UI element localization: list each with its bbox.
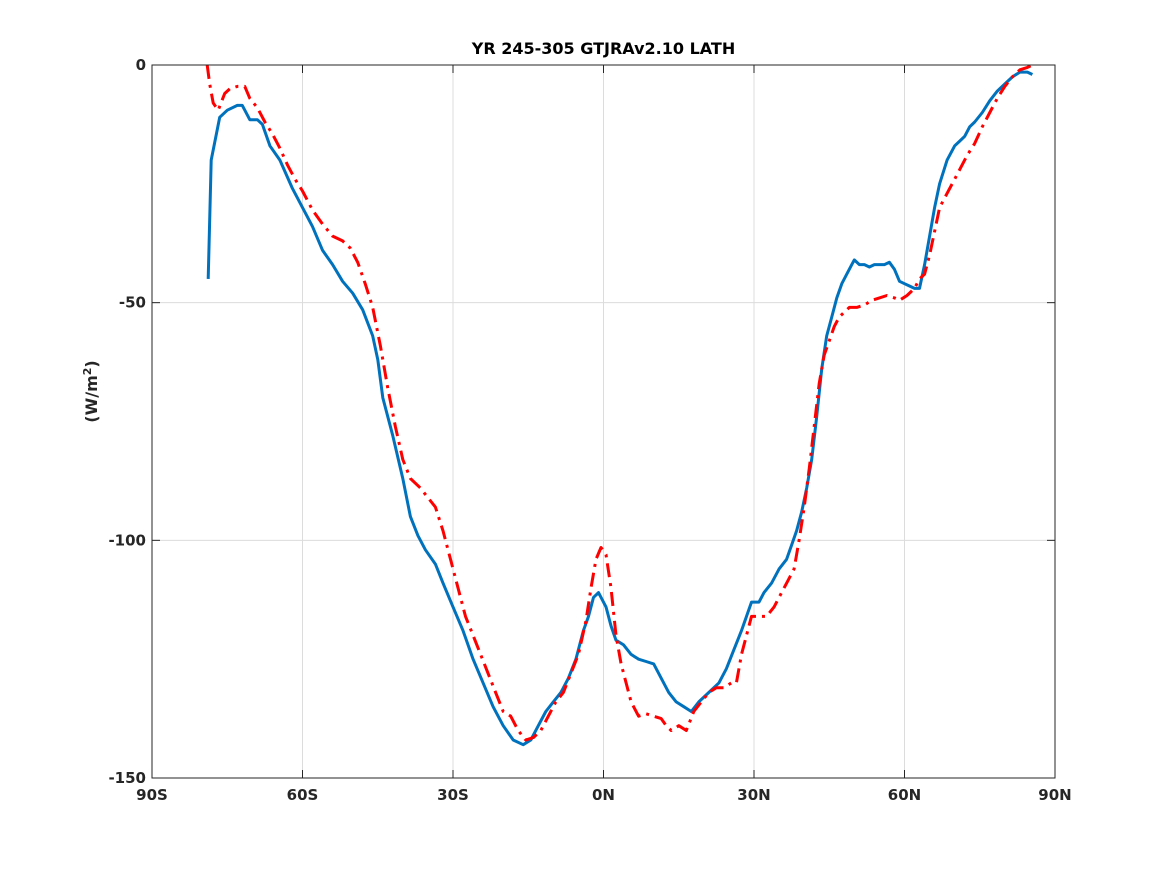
- series-line-2: [205, 63, 1034, 742]
- series-line-1: [206, 70, 1034, 747]
- y-axis-label: (W/m2): [81, 360, 102, 422]
- x-tick-label: 90N: [1038, 786, 1071, 804]
- y-axis-label-superscript: 2: [81, 368, 94, 376]
- x-tick-label: 60S: [287, 786, 319, 804]
- x-tick-label: 90S: [136, 786, 168, 804]
- y-tick-label: 0: [136, 56, 146, 74]
- y-tick-label: -150: [108, 769, 146, 787]
- axis-ticks: 90S 60S 30S 0N 30N 60N 90N 0 -50 -100 -150: [108, 56, 1071, 804]
- x-tick-label: 0N: [592, 786, 615, 804]
- x-tick-label: 30N: [737, 786, 770, 804]
- y-axis-label-main: (W/m: [82, 375, 101, 422]
- x-tick-label: 60N: [888, 786, 921, 804]
- y-axis-label-suffix: ): [82, 360, 101, 367]
- x-tick-label: 30S: [437, 786, 469, 804]
- y-tick-label: -50: [119, 294, 146, 312]
- series-lines: [205, 63, 1034, 747]
- y-tick-label: -100: [108, 531, 146, 549]
- chart-title: YR 245-305 GTJRAv2.10 LATH: [471, 39, 735, 58]
